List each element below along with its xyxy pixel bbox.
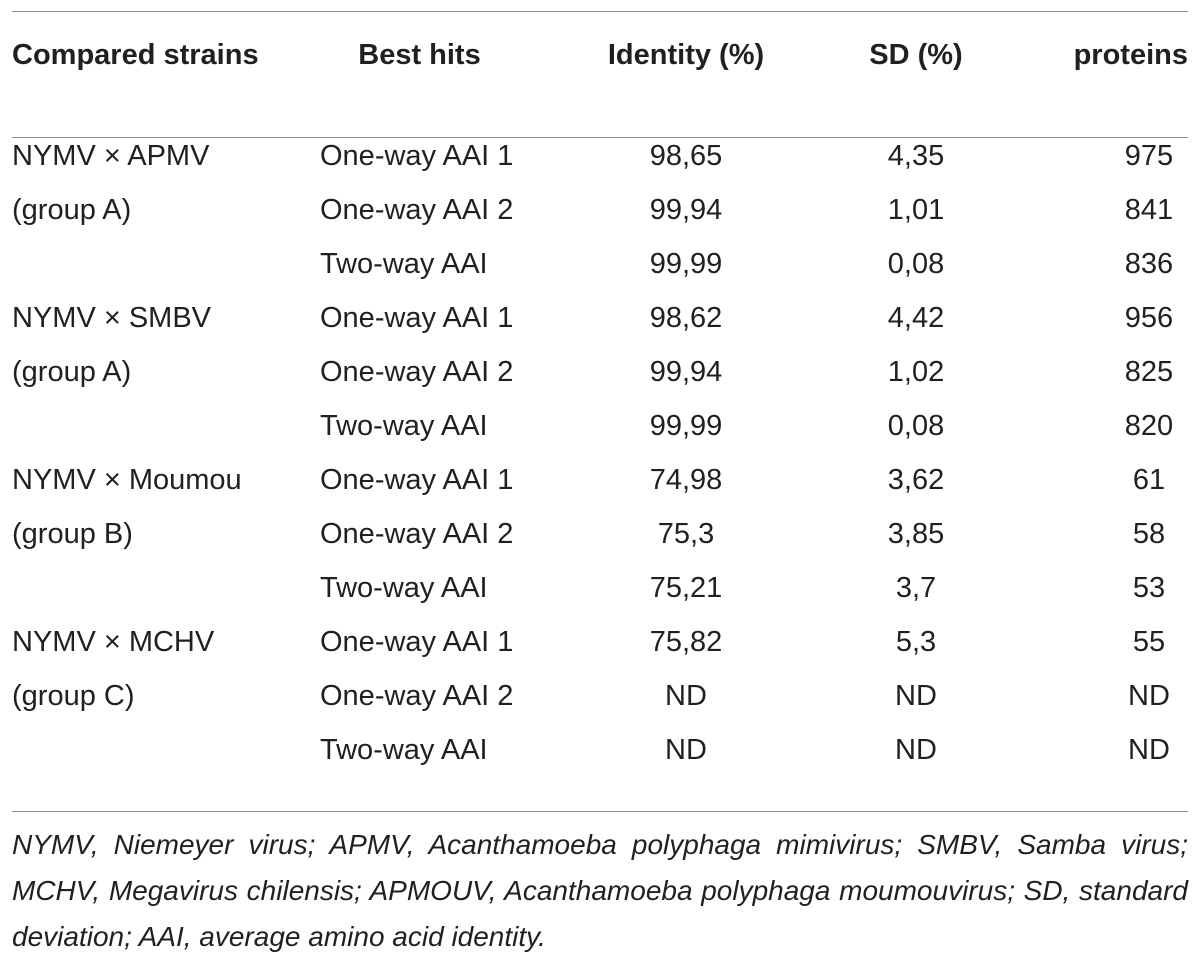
table-row: NYMV × SMBV One-way AAI 1 98,62 4,42 956 xyxy=(12,291,1188,345)
cell-identity: 99,99 xyxy=(649,410,723,442)
cell-proteins: 825 xyxy=(1124,356,1174,388)
cell-best-hit: Two-way AAI xyxy=(320,248,488,280)
table-row: (group B) One-way AAI 2 75,3 3,85 58 xyxy=(12,507,1188,561)
cell-proteins: ND xyxy=(1128,734,1170,766)
cell-compared-strain: (group C) xyxy=(12,680,135,712)
cell-best-hit: Two-way AAI xyxy=(320,734,488,766)
cell-best-hit: One-way AAI 1 xyxy=(320,626,514,658)
cell-best-hit: One-way AAI 1 xyxy=(320,464,514,496)
cell-sd: 3,62 xyxy=(887,464,945,496)
header-proteins: proteins xyxy=(1073,39,1188,71)
header-sd: SD (%) xyxy=(869,39,963,71)
top-rule xyxy=(12,11,1188,12)
cell-best-hit: Two-way AAI xyxy=(320,572,488,604)
cell-compared-strain: (group B) xyxy=(12,518,133,550)
table-row: Two-way AAI 75,21 3,7 53 xyxy=(12,561,1188,615)
cell-proteins: 956 xyxy=(1124,302,1174,334)
table-footnote: NYMV, Niemeyer virus; APMV, Acanthamoeba… xyxy=(12,829,1188,952)
table-row: Two-way AAI 99,99 0,08 820 xyxy=(12,399,1188,453)
cell-compared-strain xyxy=(12,237,294,291)
cell-proteins: 841 xyxy=(1124,194,1174,226)
cell-identity: ND xyxy=(665,680,707,712)
table-row: (group A) One-way AAI 2 99,94 1,02 825 xyxy=(12,345,1188,399)
cell-proteins: 55 xyxy=(1132,626,1166,658)
cell-compared-strain xyxy=(12,399,294,453)
bottom-rule xyxy=(12,811,1188,812)
cell-identity: 98,65 xyxy=(649,140,723,172)
cell-identity: 99,94 xyxy=(649,356,723,388)
cell-best-hit: One-way AAI 1 xyxy=(320,302,514,334)
table-body: NYMV × APMV One-way AAI 1 98,65 4,35 975 (gro… xyxy=(12,116,1188,777)
cell-identity: 75,3 xyxy=(657,518,715,550)
header-row: Compared strains Best hits Identity (%) … xyxy=(12,12,1188,116)
cell-proteins: 53 xyxy=(1132,572,1166,604)
cell-identity: ND xyxy=(665,734,707,766)
cell-identity: 99,94 xyxy=(649,194,723,226)
cell-best-hit: One-way AAI 2 xyxy=(320,356,514,388)
cell-identity: 75,21 xyxy=(649,572,723,604)
cell-identity: 74,98 xyxy=(649,464,723,496)
cell-sd: 1,01 xyxy=(887,194,945,226)
header-compared-strains: Compared strains xyxy=(12,39,259,71)
cell-best-hit: One-way AAI 2 xyxy=(320,518,514,550)
table-row: (group C) One-way AAI 2 ND ND ND xyxy=(12,669,1188,723)
table-row: (group A) One-way AAI 2 99,94 1,01 841 xyxy=(12,183,1188,237)
table-row: NYMV × MCHV One-way AAI 1 75,82 5,3 55 xyxy=(12,615,1188,669)
cell-proteins: 975 xyxy=(1124,140,1174,172)
header-rule xyxy=(12,137,1188,138)
cell-proteins: 58 xyxy=(1132,518,1166,550)
cell-best-hit: One-way AAI 1 xyxy=(320,140,514,172)
cell-identity: 75,82 xyxy=(649,626,723,658)
cell-compared-strain: (group A) xyxy=(12,194,132,226)
cell-sd: 3,85 xyxy=(887,518,945,550)
cell-sd: 1,02 xyxy=(887,356,945,388)
table-row: NYMV × APMV One-way AAI 1 98,65 4,35 975 xyxy=(12,116,1188,183)
cell-identity: 99,99 xyxy=(649,248,723,280)
cell-sd: 0,08 xyxy=(887,410,945,442)
cell-identity: 98,62 xyxy=(649,302,723,334)
cell-best-hit: One-way AAI 2 xyxy=(320,194,514,226)
cell-best-hit: Two-way AAI xyxy=(320,410,488,442)
cell-compared-strain: NYMV × Moumou xyxy=(12,464,242,496)
header-best-hits: Best hits xyxy=(358,39,481,71)
cell-proteins: 61 xyxy=(1132,464,1166,496)
cell-sd: ND xyxy=(895,734,937,766)
cell-compared-strain xyxy=(12,723,294,777)
cell-sd: 4,35 xyxy=(887,140,945,172)
cell-sd: 5,3 xyxy=(895,626,937,658)
cell-sd: 4,42 xyxy=(887,302,945,334)
cell-compared-strain: (group A) xyxy=(12,356,132,388)
cell-compared-strain: NYMV × MCHV xyxy=(12,626,215,658)
cell-best-hit: One-way AAI 2 xyxy=(320,680,514,712)
cell-compared-strain xyxy=(12,561,294,615)
table-row: NYMV × Moumou One-way AAI 1 74,98 3,62 61 xyxy=(12,453,1188,507)
cell-sd: 0,08 xyxy=(887,248,945,280)
table-row: Two-way AAI 99,99 0,08 836 xyxy=(12,237,1188,291)
cell-proteins: 836 xyxy=(1124,248,1174,280)
cell-proteins: ND xyxy=(1128,680,1170,712)
cell-compared-strain: NYMV × APMV xyxy=(12,140,210,172)
cell-sd: 3,7 xyxy=(895,572,937,604)
cell-proteins: 820 xyxy=(1124,410,1174,442)
cell-compared-strain: NYMV × SMBV xyxy=(12,302,212,334)
comparison-table: Compared strains Best hits Identity (%) … xyxy=(12,12,1188,777)
header-identity: Identity (%) xyxy=(607,39,765,71)
table-row: Two-way AAI ND ND ND xyxy=(12,723,1188,777)
cell-sd: ND xyxy=(895,680,937,712)
